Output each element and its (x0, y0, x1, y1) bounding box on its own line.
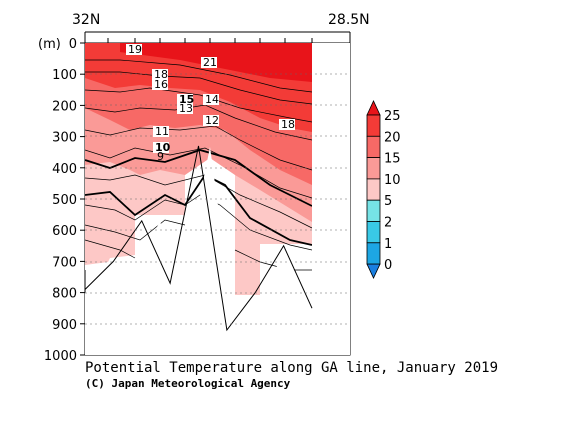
colorbar-level-label: 25 (384, 109, 401, 124)
y-tick-label: 100 (52, 68, 77, 83)
colorbar-level-label: 2 (384, 216, 392, 231)
y-tick-label: 400 (52, 162, 77, 177)
y-tick-label: 800 (52, 287, 77, 302)
contour-label-13: 13 (179, 102, 193, 115)
colorbar-segment (366, 135, 381, 159)
colorbar-segment (366, 157, 381, 180)
x-label-left: 32N (72, 12, 100, 28)
y-tick-label: 700 (52, 255, 77, 270)
y-tick-label: 1000 (44, 349, 77, 364)
colorbar-segment (366, 221, 381, 244)
contour-label-16: 16 (154, 78, 168, 91)
colorbar-segment (366, 178, 381, 201)
contour-label-11: 11 (155, 125, 169, 138)
colorbar-level-label: 20 (384, 130, 401, 145)
grid (85, 73, 350, 325)
contour-label-9: 9 (157, 150, 164, 163)
contour-label-10: 10 (155, 141, 171, 154)
y-ticks: 100 200 300 400 500 600 700 800 900 1000 0 (44, 37, 85, 364)
contour-label-15: 15 (179, 93, 194, 106)
y-tick-label: 600 (52, 224, 77, 239)
colorbar-segment (366, 114, 381, 137)
contour-label-19: 19 (128, 43, 142, 56)
station-ticks (84, 31, 351, 43)
credit-text: (C) Japan Meteorological Agency (85, 377, 291, 390)
contour-labels: 19 21 18 16 15 14 13 12 18 11 10 9 (126, 43, 295, 163)
y-tick-label: 900 (52, 318, 77, 333)
contour-label-14: 14 (205, 93, 219, 106)
colorbar-segment (366, 199, 381, 222)
contour-label-12: 12 (205, 114, 219, 127)
bottom-topography-line (84, 145, 313, 332)
colorbar-level-label: 10 (384, 173, 401, 188)
colorbar-segment (366, 242, 381, 265)
contour-label-18b: 18 (281, 118, 295, 131)
chart-title: Potential Temperature along GA line, Jan… (85, 360, 498, 376)
y-tick-label: 500 (52, 193, 77, 208)
contour-label-18: 18 (154, 68, 168, 81)
y-tick-label: 0 (69, 37, 77, 52)
y-tick-label: 300 (52, 131, 77, 146)
colorbar-top-arrow (366, 100, 381, 116)
colorbar-bottom-arrow (366, 263, 381, 280)
colorbar-level-label: 5 (384, 194, 392, 209)
contour-label-21: 21 (203, 56, 217, 69)
x-label-right: 28.5N (328, 12, 370, 28)
bold-contours (84, 149, 313, 246)
colorbar-level-label: 15 (384, 152, 401, 167)
contour-lines (84, 59, 313, 271)
y-axis-unit: (m) (38, 37, 61, 52)
colorbar-level-label: 0 (384, 258, 392, 273)
colorbar-level-label: 1 (384, 237, 392, 252)
y-tick-label: 200 (52, 99, 77, 114)
